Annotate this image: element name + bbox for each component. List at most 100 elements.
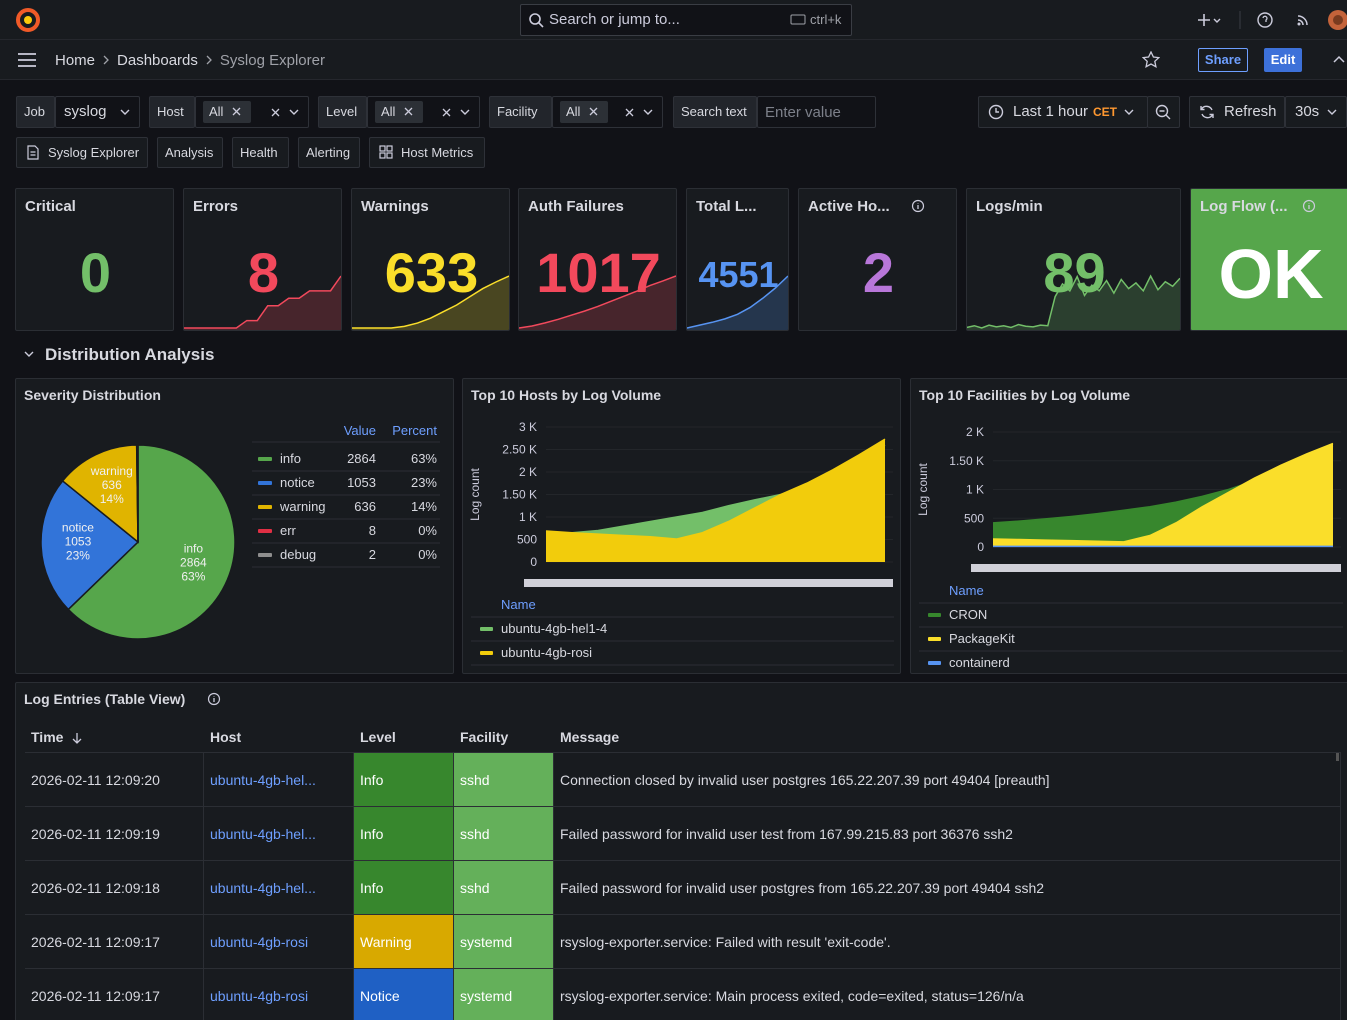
column-header[interactable]: Level: [360, 729, 396, 745]
y-tick-label: 0: [977, 540, 984, 554]
legend-percent: 63%: [411, 451, 437, 466]
area-chart: 0 500 1 K 1.50 K 2 K Log count Name CRON Package…: [916, 425, 1343, 670]
stat-panel: Auth Failures 1017: [518, 188, 677, 331]
menu-icon[interactable]: [17, 52, 37, 68]
doc-icon: [27, 145, 39, 160]
row-title[interactable]: Distribution Analysis: [45, 345, 215, 364]
legend-title: Name: [949, 583, 984, 598]
search-icon: [529, 13, 544, 28]
slice-label: info: [184, 541, 204, 555]
breadcrumb[interactable]: Home: [55, 51, 96, 69]
stat-panel: Errors 8: [183, 188, 342, 331]
panel-title: Top 10 Facilities by Log Volume: [919, 387, 1131, 403]
edit-button[interactable]: Edit: [1264, 48, 1302, 72]
dashboard-link[interactable]: [298, 137, 360, 168]
sparkline-area: [967, 276, 1180, 330]
cross: [404, 107, 413, 116]
top-icons[interactable]: [1190, 8, 1347, 32]
stat-title: Auth Failures: [528, 198, 624, 215]
dashboard-link-text[interactable]: Host Metrics: [401, 145, 474, 160]
area-line: [992, 442, 1334, 543]
breadcrumb: Syslog Explorer: [219, 51, 325, 69]
grafana-logo[interactable]: [15, 7, 41, 33]
dashboard-link-text[interactable]: Health: [240, 145, 278, 160]
variable-chip: [203, 101, 251, 123]
chevron: [460, 109, 470, 115]
table-cell: [454, 753, 554, 807]
table-cell: [354, 807, 454, 861]
cell-text[interactable]: ubuntu-4gb-hel...: [210, 880, 316, 896]
y-tick-label: 3 K: [519, 420, 537, 434]
dashboard-link-text[interactable]: Analysis: [165, 145, 214, 160]
legend-swatch: [480, 651, 493, 655]
cell-text: 2026-02-11 12:09:17: [31, 934, 160, 950]
legend-value: 1053: [347, 475, 376, 490]
zoom-out-button[interactable]: [1147, 96, 1180, 128]
column-header[interactable]: Time: [31, 729, 64, 745]
stat-value: 89: [1043, 241, 1106, 304]
variable-value-box[interactable]: [55, 96, 140, 128]
table-cell: [454, 915, 554, 969]
star-icon[interactable]: [1142, 51, 1160, 69]
stat-title: Warnings: [361, 198, 429, 215]
column-header[interactable]: Host: [210, 729, 242, 745]
collapse-icon[interactable]: [1332, 54, 1346, 64]
search-text-input[interactable]: [757, 96, 876, 128]
y-tick-label: 2.50 K: [502, 443, 537, 457]
info-icon: [207, 692, 221, 706]
stat-title: Log Flow (...: [1200, 198, 1288, 215]
variable-value: All: [209, 104, 224, 119]
refresh-interval-box[interactable]: [1285, 96, 1347, 128]
dashboard-link-text[interactable]: Syslog Explorer: [48, 145, 140, 160]
legend-header: Percent: [392, 423, 437, 438]
search-text-label: Search text: [681, 104, 747, 119]
cell-text: Info: [360, 772, 384, 788]
stat-panel: Log Flow (... OK: [1190, 188, 1347, 331]
legend-name: PackageKit: [949, 631, 1015, 646]
cell: [386, 145, 393, 152]
search-box[interactable]: [520, 4, 852, 36]
slice-label: 63%: [181, 569, 205, 583]
cell-text[interactable]: ubuntu-4gb-hel...: [210, 826, 316, 842]
cell-text[interactable]: ubuntu-4gb-hel...: [210, 772, 316, 788]
y-tick-label: 0: [530, 555, 537, 569]
refresh-button[interactable]: [1189, 96, 1285, 128]
breadcrumb-bar: [0, 40, 1347, 80]
cell-text: sshd: [460, 772, 490, 788]
slice-label: 14%: [100, 492, 124, 506]
column-header[interactable]: Facility: [460, 729, 509, 745]
y-tick-label: 1.50 K: [949, 454, 984, 468]
sparkline-line: [967, 274, 1180, 329]
column-header[interactable]: Message: [560, 729, 620, 745]
share-button[interactable]: Share: [1198, 48, 1248, 72]
table-cell: [554, 807, 1341, 861]
refresh-icon: [1200, 105, 1214, 119]
breadcrumb[interactable]: Dashboards: [117, 51, 198, 69]
dashboard-link-text[interactable]: Alerting: [306, 145, 351, 160]
cell-text[interactable]: ubuntu-4gb-rosi: [210, 988, 309, 1004]
table-cell: [25, 807, 204, 861]
sparkline: [184, 275, 341, 330]
table-cell: [204, 753, 354, 807]
dashboard-link[interactable]: [232, 137, 289, 168]
time-picker[interactable]: [978, 96, 1148, 128]
dashboard-link[interactable]: [157, 137, 223, 168]
slice-label: 1053: [65, 535, 92, 549]
variable-label-box: [318, 96, 367, 128]
crumb-separator: [103, 55, 109, 65]
legend-swatch: [480, 627, 493, 631]
cell-text[interactable]: ubuntu-4gb-rosi: [210, 934, 309, 950]
table-cell: [554, 861, 1341, 915]
legend-value: 636: [354, 499, 376, 514]
legend-swatch: [258, 553, 272, 557]
cell-text: sshd: [460, 880, 490, 896]
legend-value: 2864: [347, 451, 376, 466]
legend-name: CRON: [949, 607, 987, 622]
sparkline: [352, 275, 509, 330]
legend-value: 2: [369, 547, 376, 562]
chevron-icon: [1327, 109, 1337, 115]
cell-text: sshd: [460, 826, 490, 842]
search-text-label-box: [673, 96, 757, 128]
stat-title: Active Ho...: [808, 198, 890, 215]
cell-text: Notice: [360, 988, 400, 1004]
